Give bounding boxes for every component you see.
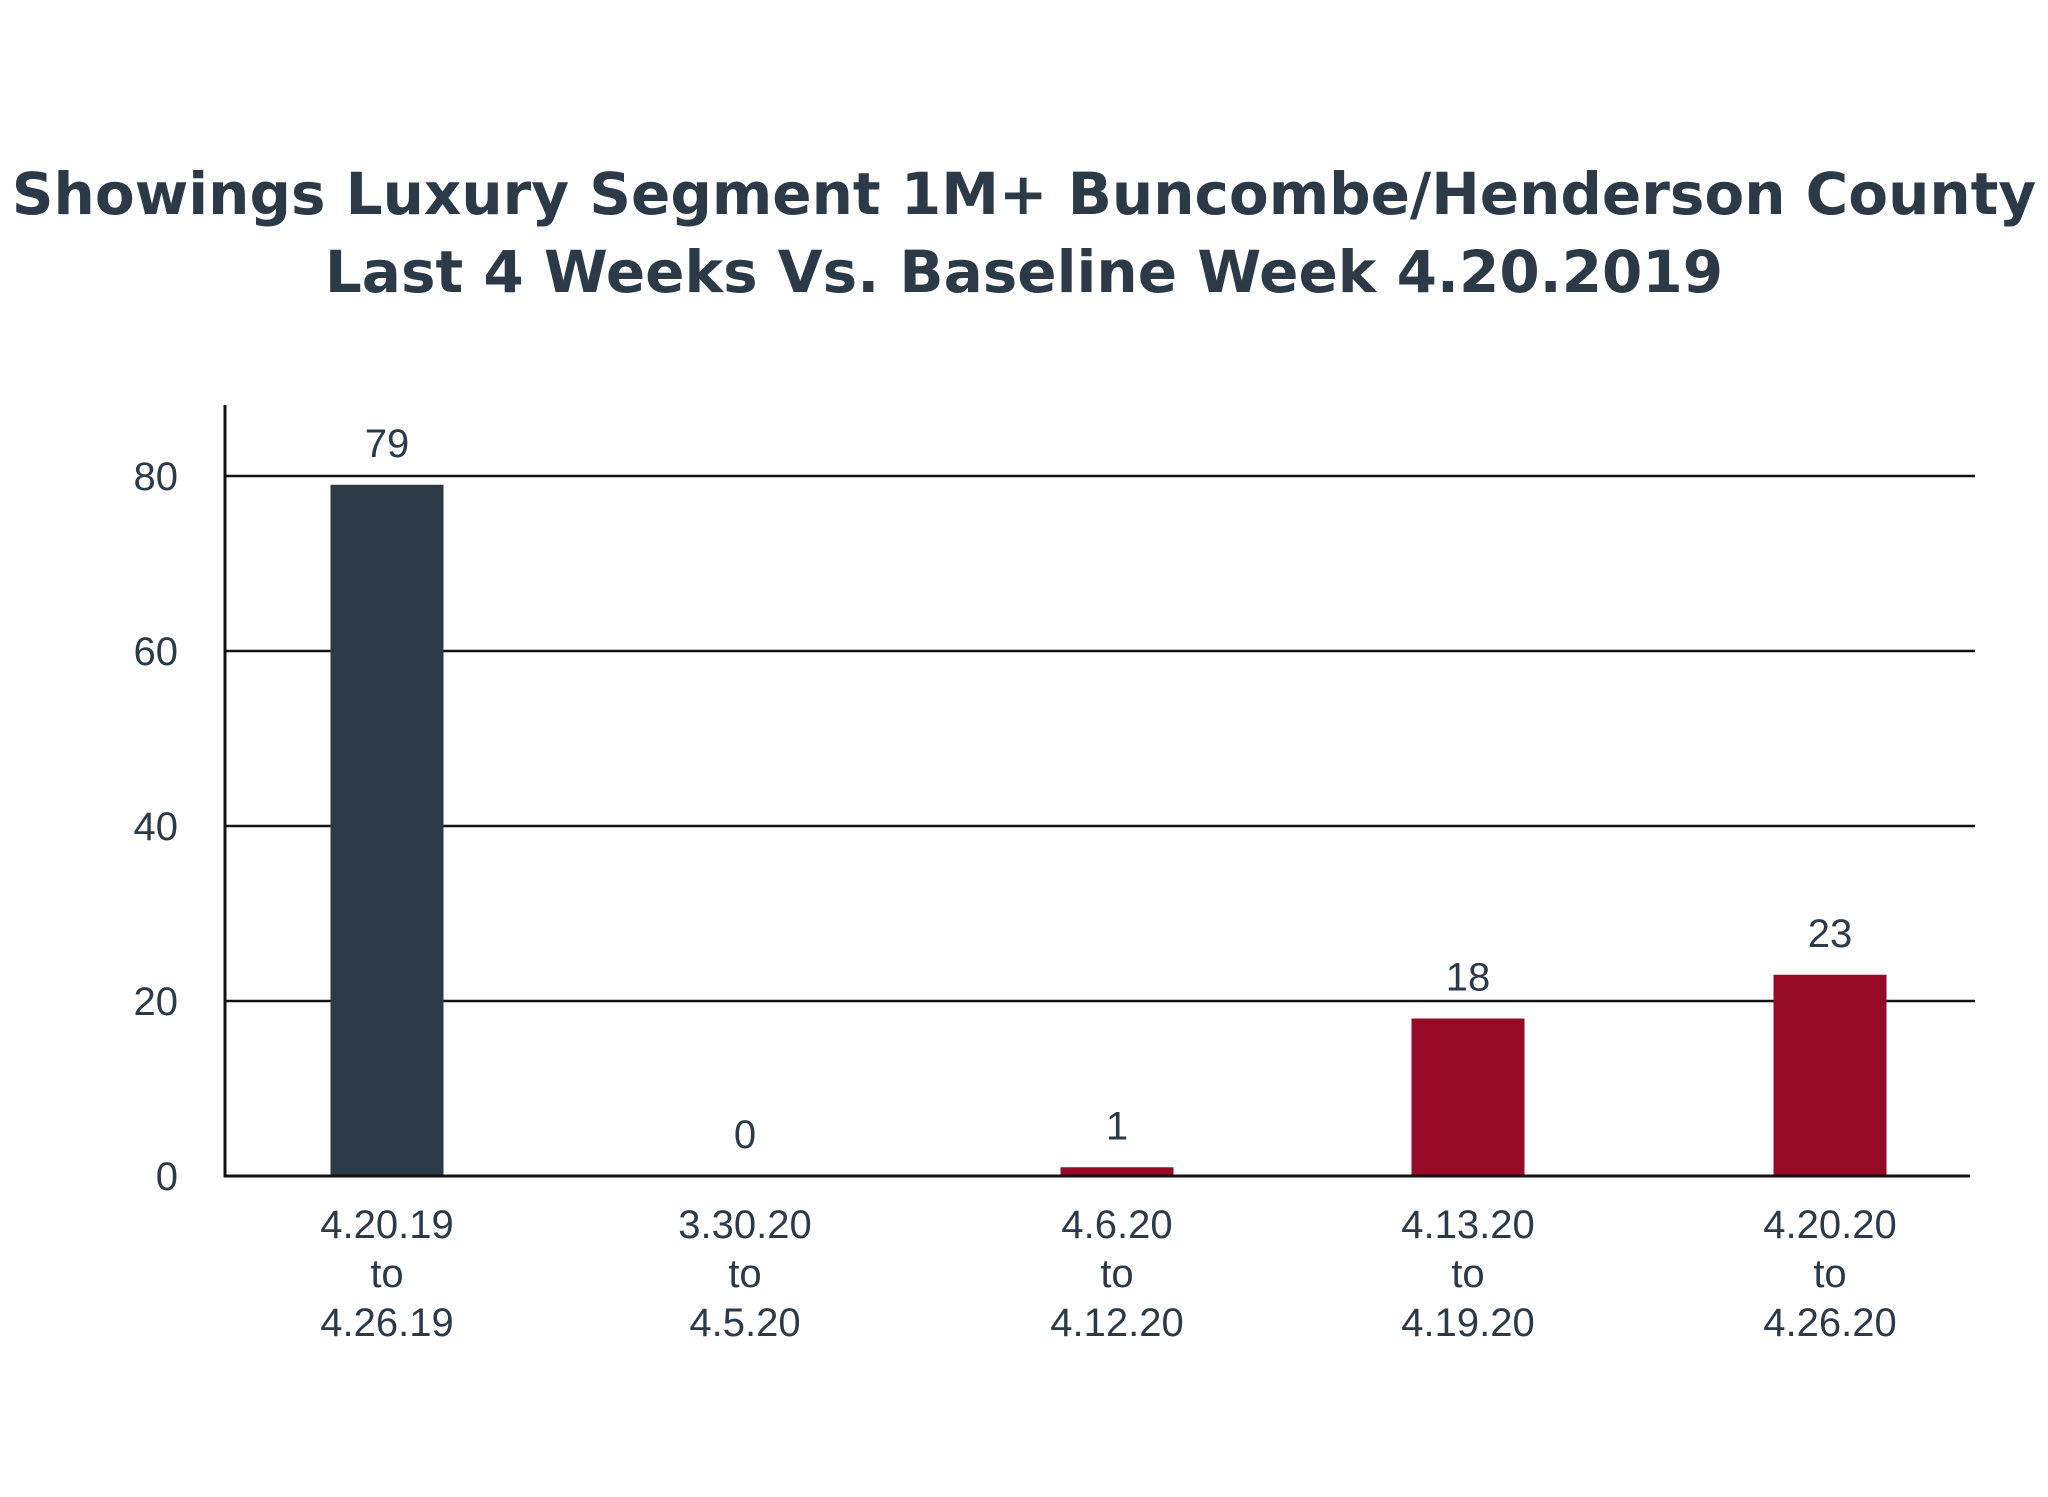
data-label-3: 18	[1446, 956, 1491, 1000]
chart-title-line-1: Showings Luxury Segment 1M+ Buncombe/Hen…	[11, 160, 2037, 228]
data-label-4: 23	[1808, 912, 1853, 956]
x-tick-label-1-line-2: 4.5.20	[689, 1301, 800, 1345]
bar-4	[1773, 974, 1887, 1176]
x-tick-label-2-line-2: 4.12.20	[1050, 1301, 1183, 1345]
x-tick-label-0-line-0: 4.20.19	[320, 1203, 453, 1247]
y-tick-label-20: 20	[134, 980, 179, 1024]
data-labels: 79 0 1 18 23	[365, 422, 1853, 1157]
x-tick-label-3-line-0: 4.13.20	[1401, 1203, 1534, 1247]
data-label-1: 0	[734, 1113, 756, 1157]
x-tick-label-1-line-0: 3.30.20	[678, 1203, 811, 1247]
x-tick-label-3-line-1: to	[1451, 1252, 1484, 1296]
x-tick-label-2-line-0: 4.6.20	[1061, 1203, 1172, 1247]
x-tick-label-0-line-1: to	[370, 1252, 403, 1296]
chart-title: Showings Luxury Segment 1M+ Buncombe/Hen…	[0, 155, 2048, 311]
chart-title-line-2: Last 4 Weeks Vs. Baseline Week 4.20.2019	[324, 238, 1724, 306]
bar-2	[1060, 1167, 1174, 1176]
x-tick-label-4-line-1: to	[1813, 1252, 1846, 1296]
axes	[223, 405, 1970, 1178]
x-tick-label-0-line-2: 4.26.19	[320, 1301, 453, 1345]
y-tick-label-80: 80	[134, 455, 179, 499]
bar-3	[1411, 1018, 1525, 1176]
x-tick-label-4-line-2: 4.26.20	[1763, 1301, 1896, 1345]
x-tick-label-1-line-1: to	[728, 1252, 761, 1296]
data-label-2: 1	[1106, 1104, 1128, 1148]
bar-0	[330, 484, 444, 1176]
x-tick-labels: 4.20.19 to 4.26.19 3.30.20 to 4.5.20 4.6.20 to 4…	[320, 1203, 1896, 1345]
x-tick-label-4-line-0: 4.20.20	[1763, 1203, 1896, 1247]
grid-lines	[225, 474, 1975, 1003]
y-tick-labels: 0 20 40 60 80	[134, 455, 179, 1199]
y-tick-label-40: 40	[134, 805, 179, 849]
data-label-0: 79	[365, 422, 410, 466]
y-tick-label-60: 60	[134, 630, 179, 674]
y-tick-label-0: 0	[156, 1155, 178, 1199]
bars	[330, 484, 1887, 1176]
x-tick-label-3-line-2: 4.19.20	[1401, 1301, 1534, 1345]
x-tick-label-2-line-1: to	[1100, 1252, 1133, 1296]
